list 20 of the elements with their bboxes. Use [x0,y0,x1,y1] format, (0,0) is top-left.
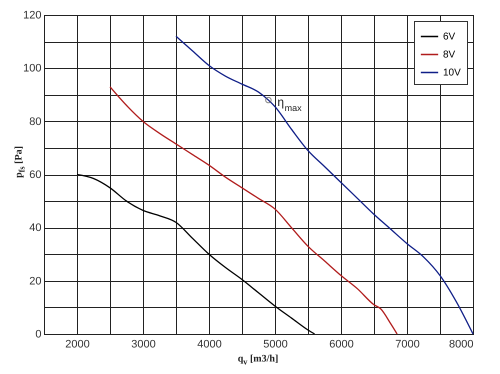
x-axis-title: q$_{v}$ [m3/h] [238,354,278,366]
y-tick-label: 120 [23,10,42,22]
y-tick-label: 80 [29,116,42,128]
legend-label: 8V [443,50,456,60]
x-tick-label: 3000 [131,338,156,350]
line-series [109,86,398,335]
legend-label: 6V [443,32,456,42]
x-tick-label: 8000 [449,338,474,350]
y-tick-label: 100 [23,62,42,75]
x-tick-label: 2000 [65,338,90,350]
y-tick-label: 20 [29,275,42,288]
x-tick-label: 7000 [395,338,420,350]
legend-label: 10V [443,68,462,78]
x-tick-label: 5000 [263,338,288,350]
x-tick-label: 6000 [329,338,354,350]
x-tick-label: 4000 [197,338,222,350]
line-series [76,174,316,335]
y-tick-label: 0 [35,328,42,340]
y-tick-label: 40 [29,222,42,234]
y-tick-label: 60 [29,169,42,181]
